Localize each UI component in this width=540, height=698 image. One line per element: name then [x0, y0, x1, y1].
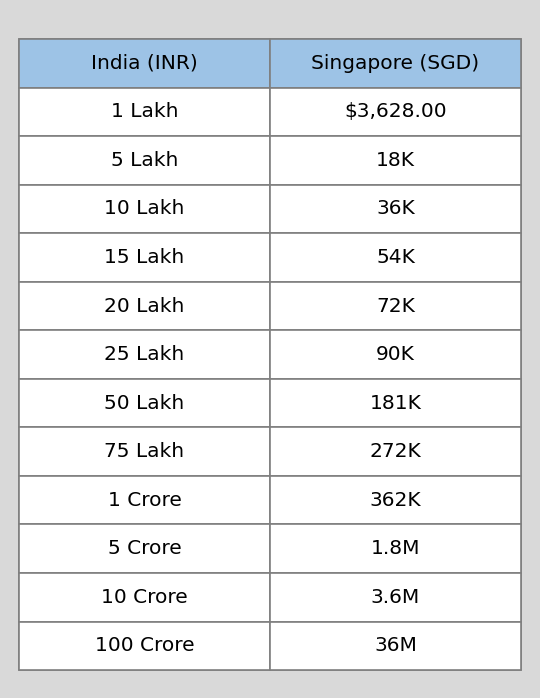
Bar	[19, 330, 270, 379]
Bar	[270, 427, 521, 476]
Text: 272K: 272K	[370, 442, 421, 461]
Text: 72K: 72K	[376, 297, 415, 315]
Text: Singapore (SGD): Singapore (SGD)	[312, 54, 480, 73]
Text: 75 Lakh: 75 Lakh	[104, 442, 185, 461]
Bar	[19, 88, 270, 136]
Text: 10 Crore: 10 Crore	[101, 588, 188, 607]
Text: 36K: 36K	[376, 200, 415, 218]
Bar	[19, 379, 270, 427]
Bar	[19, 476, 270, 524]
Bar	[270, 88, 521, 136]
Text: 362K: 362K	[370, 491, 421, 510]
Bar	[19, 136, 270, 185]
Text: 5 Lakh: 5 Lakh	[111, 151, 178, 170]
Text: India (INR): India (INR)	[91, 54, 198, 73]
Text: 10 Lakh: 10 Lakh	[104, 200, 185, 218]
Bar	[19, 524, 270, 573]
Text: 181K: 181K	[369, 394, 422, 413]
Text: 18K: 18K	[376, 151, 415, 170]
Text: 54K: 54K	[376, 248, 415, 267]
Bar	[19, 573, 270, 621]
Bar	[270, 573, 521, 621]
Text: 25 Lakh: 25 Lakh	[104, 345, 185, 364]
Text: 100 Crore: 100 Crore	[94, 637, 194, 655]
Text: 5 Crore: 5 Crore	[107, 540, 181, 558]
Bar	[19, 39, 270, 88]
Bar	[19, 427, 270, 476]
Text: 1.8M: 1.8M	[371, 540, 420, 558]
Bar	[270, 524, 521, 573]
Bar	[270, 282, 521, 330]
Bar	[270, 621, 521, 670]
Text: 3.6M: 3.6M	[371, 588, 420, 607]
Bar	[19, 282, 270, 330]
Text: 50 Lakh: 50 Lakh	[104, 394, 185, 413]
Bar	[270, 136, 521, 185]
Text: 36M: 36M	[374, 637, 417, 655]
Bar	[19, 185, 270, 233]
Text: 1 Lakh: 1 Lakh	[111, 103, 178, 121]
Text: 1 Crore: 1 Crore	[107, 491, 181, 510]
Bar	[19, 233, 270, 282]
Text: $3,628.00: $3,628.00	[344, 103, 447, 121]
Text: 90K: 90K	[376, 345, 415, 364]
Bar	[270, 39, 521, 88]
Bar	[270, 330, 521, 379]
Bar	[270, 476, 521, 524]
Bar	[270, 185, 521, 233]
Text: 15 Lakh: 15 Lakh	[104, 248, 185, 267]
Bar	[270, 379, 521, 427]
Text: 20 Lakh: 20 Lakh	[104, 297, 185, 315]
Bar	[19, 621, 270, 670]
Bar	[270, 233, 521, 282]
